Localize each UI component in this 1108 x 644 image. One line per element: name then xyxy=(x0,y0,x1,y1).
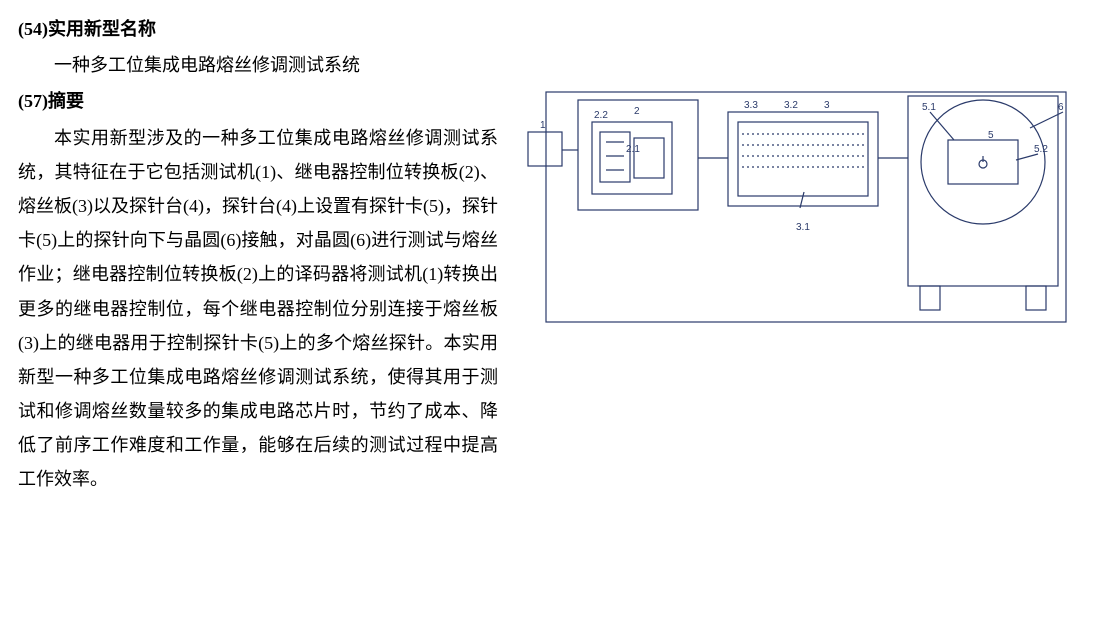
svg-text:5: 5 xyxy=(988,130,994,141)
svg-text:5.1: 5.1 xyxy=(922,102,936,113)
svg-text:5.2: 5.2 xyxy=(1034,144,1048,155)
svg-text:3.1: 3.1 xyxy=(796,222,810,233)
invention-title: 一种多工位集成电路熔丝修调测试系统 xyxy=(18,48,498,82)
heading-54: (54)实用新型名称 xyxy=(18,12,498,46)
svg-text:2.1: 2.1 xyxy=(626,144,640,155)
svg-text:3: 3 xyxy=(824,100,830,111)
heading-57: (57)摘要 xyxy=(18,84,498,118)
patent-diagram: 1 2 2.2 2.1 3.3 3.2 3 3.1 6 5 5.1 5.2 xyxy=(518,62,1078,342)
svg-text:3.3: 3.3 xyxy=(744,100,758,111)
diagram-column: 1 2 2.2 2.1 3.3 3.2 3 3.1 6 5 5.1 5.2 xyxy=(518,12,1090,497)
abstract-text: 本实用新型涉及的一种多工位集成电路熔丝修调测试系统，其特征在于它包括测试机(1)… xyxy=(18,121,498,497)
svg-text:1: 1 xyxy=(540,120,546,131)
text-column: (54)实用新型名称 一种多工位集成电路熔丝修调测试系统 (57)摘要 本实用新… xyxy=(18,12,498,497)
svg-text:2.2: 2.2 xyxy=(594,110,608,121)
svg-text:6: 6 xyxy=(1058,102,1064,113)
svg-text:2: 2 xyxy=(634,106,640,117)
svg-text:3.2: 3.2 xyxy=(784,100,798,111)
